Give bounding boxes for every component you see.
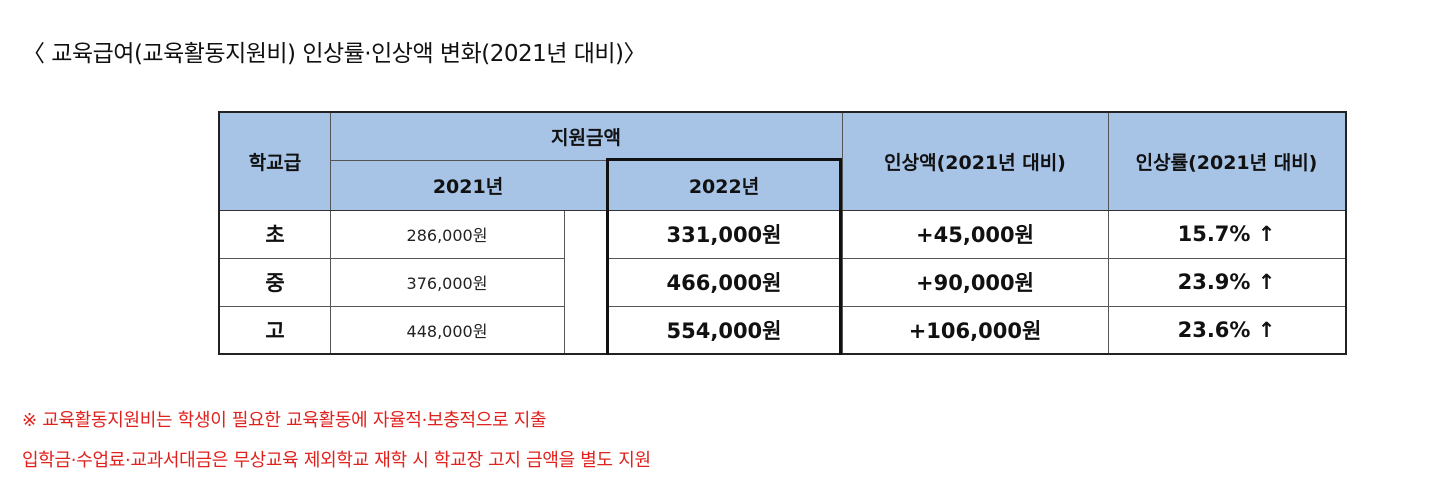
header-year-2021: 2021년	[330, 160, 606, 210]
table-cell-2021: 286,000원	[406, 226, 488, 245]
table-cell-rate: 23.9% ↑	[1177, 270, 1276, 294]
divider	[842, 113, 843, 353]
table-cell-2022: 554,000원	[666, 318, 782, 343]
divider	[842, 306, 1345, 307]
table-cell-2021: 376,000원	[406, 274, 488, 293]
divider	[606, 258, 842, 259]
table-row-level: 중	[265, 271, 285, 295]
table-cell-rate: 15.7% ↑	[1177, 222, 1276, 246]
header-increase-amount: 인상액(2021년 대비)	[842, 113, 1108, 210]
table-cell-increase: +45,000원	[916, 223, 1034, 247]
note-line-2: 입학금·수업료·교과서대금은 무상교육 제외학교 재학 시 학교장 고지 금액을…	[22, 450, 651, 471]
header-support-amount: 지원금액	[330, 113, 842, 160]
divider	[1108, 113, 1109, 353]
note-line-1: ※ 교육활동지원비는 학생이 필요한 교육활동에 자율적·보충적으로 지출	[22, 410, 547, 431]
table-cell-rate: 23.6% ↑	[1177, 317, 1276, 342]
divider	[564, 210, 565, 353]
table-cell-2022: 331,000원	[666, 223, 782, 247]
page-title: 〈 교육급여(교육활동지원비) 인상률·인상액 변화(2021년 대비)〉	[22, 41, 647, 67]
divider	[330, 160, 842, 161]
table-row-level: 초	[265, 223, 285, 247]
table-cell-increase: +106,000원	[908, 318, 1042, 343]
table-row-level: 고	[265, 318, 285, 343]
divider	[330, 113, 331, 353]
education-benefit-table: 학교급 지원금액 2021년 2022년 인상액(2021년 대비) 인상률(2…	[218, 111, 1347, 355]
table-cell-increase: +90,000원	[916, 271, 1034, 295]
divider	[606, 306, 842, 307]
divider	[220, 258, 564, 259]
table-cell-2022: 466,000원	[666, 271, 782, 295]
header-increase-rate: 인상률(2021년 대비)	[1108, 113, 1345, 210]
divider	[842, 258, 1345, 259]
divider	[220, 306, 564, 307]
divider	[220, 210, 1345, 211]
header-school-level: 학교급	[220, 113, 330, 210]
table-cell-2021: 448,000원	[406, 321, 488, 341]
header-year-2022: 2022년	[606, 160, 842, 210]
